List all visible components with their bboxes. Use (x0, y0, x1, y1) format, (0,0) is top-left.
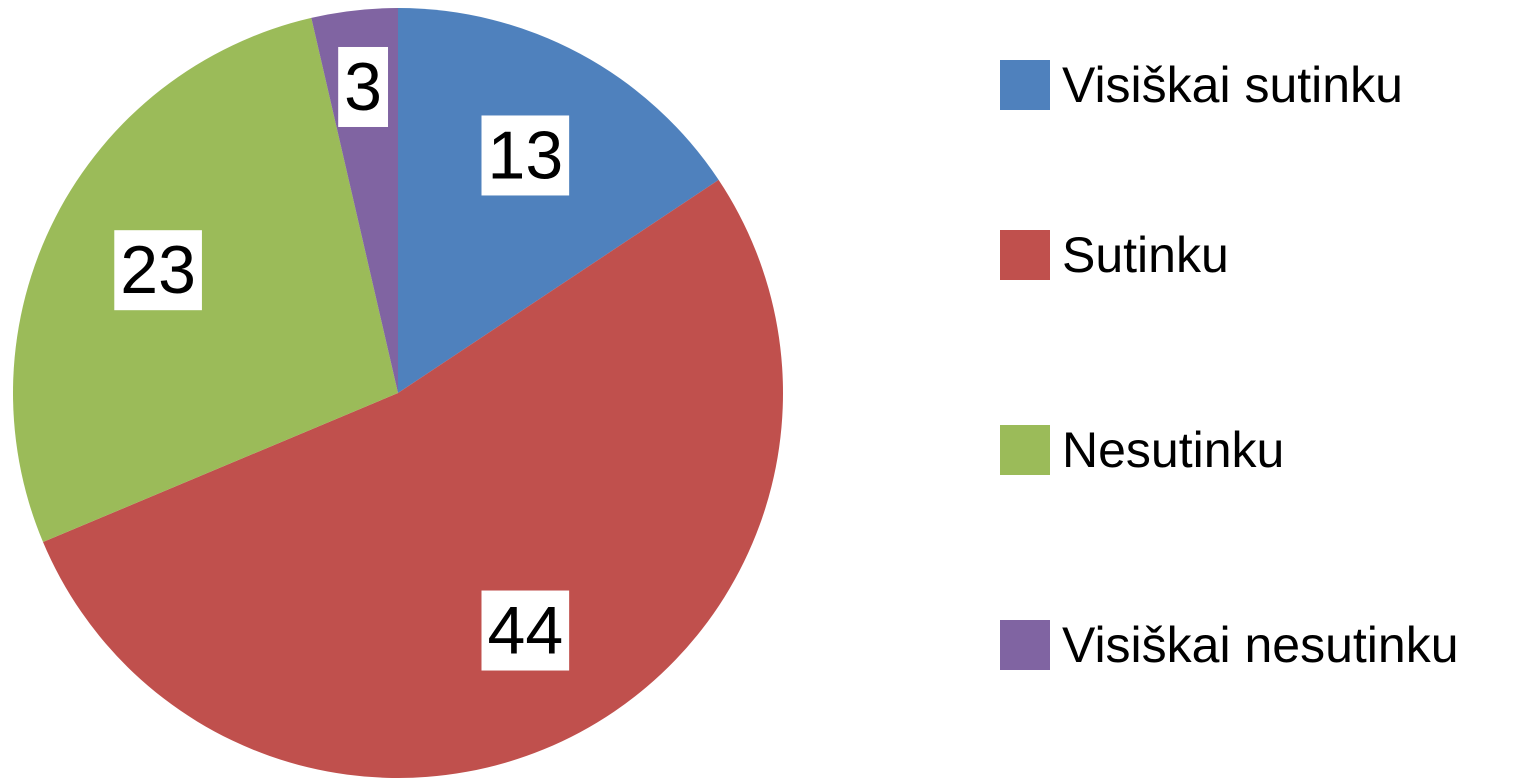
legend-label: Visiškai nesutinku (1062, 617, 1459, 673)
pie-slice (398, 8, 719, 393)
legend-swatch (1000, 620, 1050, 670)
pie-slice (12, 17, 398, 543)
data-label-box (481, 115, 570, 196)
legend-label: Sutinku (1062, 227, 1229, 283)
data-label: 3 (344, 49, 382, 125)
data-label-box (338, 46, 389, 127)
legend-swatch (1000, 425, 1050, 475)
legend-swatch (1000, 60, 1050, 110)
legend-label: Visiškai sutinku (1062, 57, 1403, 113)
data-label-box (114, 230, 202, 311)
legend-swatch (1000, 230, 1050, 280)
legend-label: Nesutinku (1062, 422, 1284, 478)
pie-slice (43, 179, 783, 778)
data-label: 44 (488, 593, 564, 669)
data-label: 13 (488, 117, 564, 193)
data-label-box (481, 590, 570, 671)
data-label: 23 (120, 232, 196, 308)
